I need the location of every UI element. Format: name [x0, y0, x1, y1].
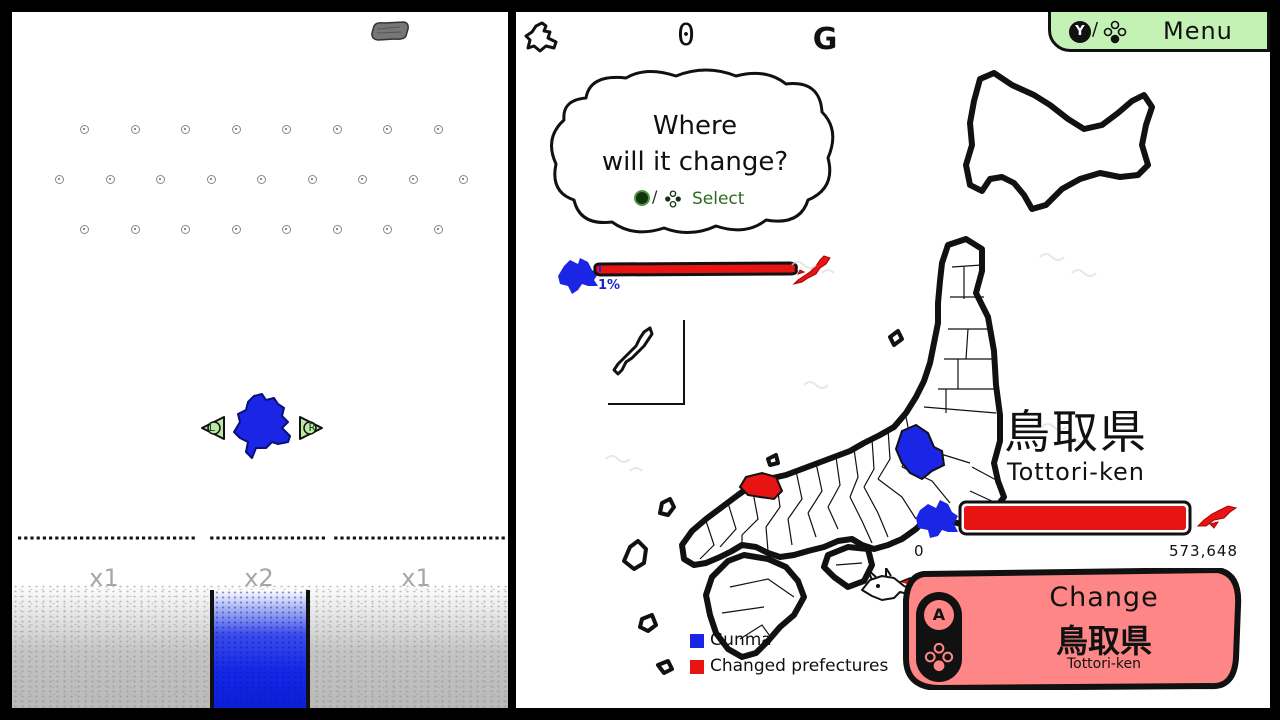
target-prefecture-name: 鳥取県	[1004, 405, 1148, 459]
peg	[409, 175, 418, 184]
population-min: 0	[914, 542, 924, 560]
change-prefecture-romaji: Tottori-ken	[1066, 656, 1142, 672]
legend-label: Changed prefectures	[710, 656, 889, 676]
progress-fill	[599, 266, 601, 272]
select-label: Select	[692, 189, 745, 209]
l-label: L	[208, 421, 216, 434]
peg	[282, 225, 291, 234]
legend-swatch-blue	[690, 634, 704, 648]
divider-line	[18, 536, 505, 540]
peg	[282, 125, 291, 134]
currency-icon: G	[813, 22, 838, 56]
peg	[333, 125, 342, 134]
peg	[383, 225, 392, 234]
peg	[55, 175, 64, 184]
multiplier-right: x1	[401, 564, 431, 592]
stone-icon	[371, 21, 409, 41]
map-panel: 0 G Y / Menu Where will it change? / Sel…	[516, 12, 1270, 708]
r-label: R	[308, 421, 316, 434]
face-buttons-icon	[924, 642, 954, 672]
multiplier-center: x2	[244, 564, 274, 592]
gunma-piece-icon	[233, 393, 291, 459]
gunma-bar-icon	[916, 500, 958, 538]
peg	[207, 175, 216, 184]
menu-label: Menu	[1163, 17, 1233, 45]
peg	[257, 175, 266, 184]
stick-button-icon	[634, 190, 650, 206]
peg	[106, 175, 115, 184]
change-prefecture-name: 鳥取県	[1055, 622, 1152, 660]
map-legend: Gunma Changed prefectures	[690, 630, 910, 686]
peg	[232, 225, 241, 234]
peg	[181, 225, 190, 234]
y-button-icon: Y	[1069, 21, 1091, 43]
okinawa-inset	[608, 320, 685, 405]
japan-bar-icon	[1196, 505, 1238, 529]
multiplier-left: x1	[89, 564, 119, 592]
menu-button[interactable]: Y / Menu	[1048, 12, 1270, 52]
face-buttons-icon	[1103, 20, 1127, 44]
ball-launcher[interactable]: L R	[198, 392, 328, 466]
prompt-line-1: Where	[652, 111, 738, 141]
gunma-prefecture	[894, 423, 946, 481]
pachinko-board: L R x1 x1 x2	[12, 12, 508, 708]
japan-map[interactable]	[572, 67, 1212, 677]
dpad-icon	[665, 190, 681, 208]
peg	[156, 175, 165, 184]
select-hint: / Select	[626, 187, 786, 210]
japan-home-icon[interactable]	[524, 20, 560, 54]
peg	[434, 125, 443, 134]
select-slash: /	[652, 187, 658, 206]
legend-swatch-red	[690, 660, 704, 674]
menu-slash: /	[1092, 19, 1099, 40]
peg	[131, 125, 140, 134]
peg	[232, 125, 241, 134]
population-bar	[916, 500, 1238, 538]
population-bar-fill	[964, 506, 1186, 530]
gunma-small-icon	[558, 258, 598, 294]
progress-percent: 1%	[598, 278, 621, 293]
l-shoulder-button[interactable]: L	[198, 414, 226, 445]
button-prompt-cap: A	[916, 592, 962, 682]
r-shoulder-button[interactable]: R	[298, 414, 326, 445]
change-label: Change	[1049, 582, 1159, 613]
peg	[333, 225, 342, 234]
peg	[308, 175, 317, 184]
peg	[358, 175, 367, 184]
prompt-text: Where will it change?	[568, 108, 822, 180]
peg	[131, 225, 140, 234]
legend-label: Gunma	[710, 630, 772, 650]
peg	[80, 125, 89, 134]
tottori-prefecture	[738, 471, 784, 501]
bonus-bucket	[210, 590, 310, 708]
conquest-progress	[558, 255, 831, 294]
peg	[80, 225, 89, 234]
population-max: 573,648	[1168, 542, 1238, 560]
a-button-icon: A	[924, 600, 954, 630]
peg	[459, 175, 468, 184]
peg	[434, 225, 443, 234]
islands	[622, 329, 904, 675]
peg	[383, 125, 392, 134]
target-prefecture-romaji: Tottori-ken	[1007, 458, 1145, 486]
prompt-line-2: will it change?	[601, 147, 789, 177]
currency-glyph: G	[813, 22, 838, 56]
thought-bubble	[550, 68, 835, 234]
peg	[181, 125, 190, 134]
score-counter: 0	[676, 18, 696, 53]
change-button[interactable]	[900, 568, 1242, 690]
